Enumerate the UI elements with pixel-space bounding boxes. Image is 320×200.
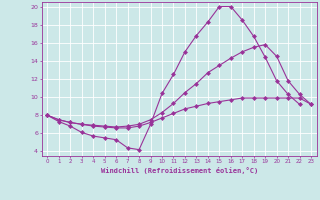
X-axis label: Windchill (Refroidissement éolien,°C): Windchill (Refroidissement éolien,°C) [100,167,258,174]
